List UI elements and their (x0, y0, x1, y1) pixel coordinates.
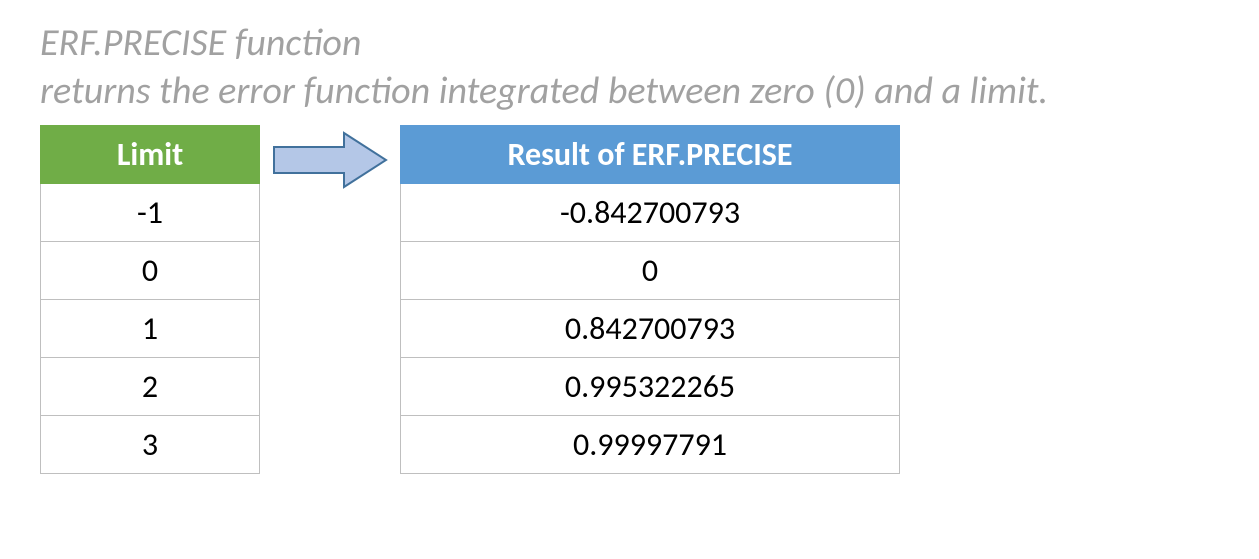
table-row: 2 (41, 358, 260, 416)
limit-cell: 2 (41, 358, 260, 416)
limit-table: Limit -1 0 1 2 3 (40, 125, 260, 474)
result-cell: 0.99997791 (401, 416, 900, 474)
limit-cell: 1 (41, 300, 260, 358)
table-row: 0.995322265 (401, 358, 900, 416)
table-row: 0 (401, 242, 900, 300)
table-row: -0.842700793 (401, 184, 900, 242)
table-row: 0 (41, 242, 260, 300)
limit-cell: 0 (41, 242, 260, 300)
result-header: Result of ERF.PRECISE (401, 126, 900, 184)
table-row: 0.99997791 (401, 416, 900, 474)
table-header-row: Limit (41, 126, 260, 184)
title-line-1: ERF.PRECISE function (40, 20, 1219, 68)
result-cell: 0.842700793 (401, 300, 900, 358)
limit-cell: 3 (41, 416, 260, 474)
limit-header: Limit (41, 126, 260, 184)
limit-cell: -1 (41, 184, 260, 242)
arrow-shape (274, 133, 386, 187)
result-cell: 0 (401, 242, 900, 300)
result-table: Result of ERF.PRECISE -0.842700793 0 0.8… (400, 125, 900, 474)
table-row: 1 (41, 300, 260, 358)
arrow-wrap (260, 125, 400, 191)
result-cell: 0.995322265 (401, 358, 900, 416)
page: ERF.PRECISE function returns the error f… (0, 0, 1259, 559)
table-row: 3 (41, 416, 260, 474)
table-row: -1 (41, 184, 260, 242)
result-cell: -0.842700793 (401, 184, 900, 242)
table-header-row: Result of ERF.PRECISE (401, 126, 900, 184)
title-line-2: returns the error function integrated be… (40, 68, 1219, 116)
table-row: 0.842700793 (401, 300, 900, 358)
arrow-right-icon (270, 129, 390, 191)
content-row: Limit -1 0 1 2 3 Result of ERF.PRECISE -… (40, 125, 1219, 474)
